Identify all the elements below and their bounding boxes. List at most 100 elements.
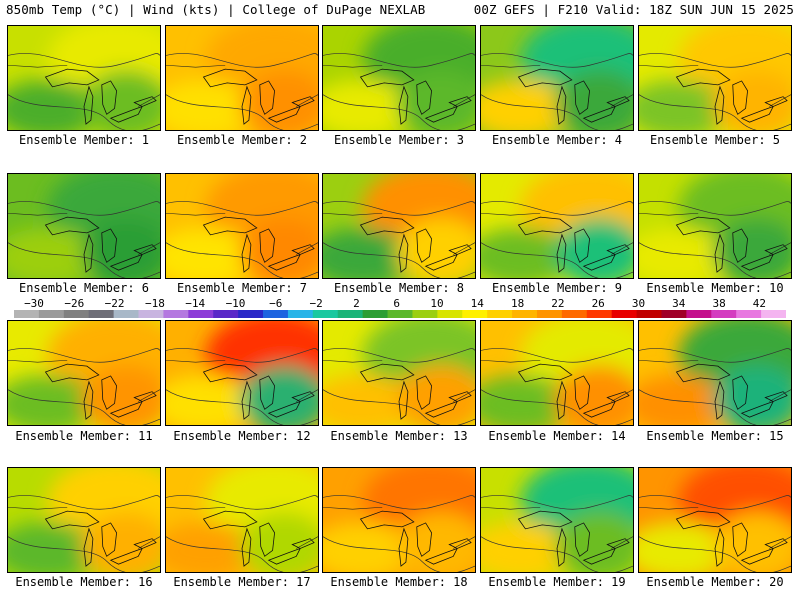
colorbar-segment xyxy=(711,310,737,318)
isohypse-line xyxy=(639,201,791,216)
isohypse-line xyxy=(166,495,318,510)
temperature-anomaly-region xyxy=(481,227,575,278)
colorbar-tick-label: 10 xyxy=(430,297,444,310)
isohypse-line xyxy=(639,242,791,278)
temperature-anomaly-region xyxy=(8,521,102,572)
ensemble-member-map xyxy=(7,320,161,426)
ensemble-member-label: Ensemble Member: 13 xyxy=(330,429,468,443)
great-lakes-outline xyxy=(359,68,472,125)
ensemble-member-label: Ensemble Member: 2 xyxy=(176,133,308,147)
great-lakes-outline xyxy=(517,216,630,273)
ensemble-member-map xyxy=(480,467,634,573)
ensemble-member-label: Ensemble Member: 1 xyxy=(18,133,150,147)
colorbar-tick-label: 38 xyxy=(712,297,726,310)
isohypse-line xyxy=(639,536,791,572)
colorbar-tick-label: 18 xyxy=(510,297,525,310)
colorbar-tick-label: −30 xyxy=(24,297,44,310)
ensemble-member-label: Ensemble Member: 12 xyxy=(173,429,311,443)
colorbar-segment xyxy=(188,310,214,318)
ensemble-member-map xyxy=(322,173,476,279)
colorbar-segment xyxy=(387,310,413,318)
colorbar-tick-label: −2 xyxy=(309,297,323,310)
ensemble-member-map xyxy=(7,25,161,131)
colorbar-tick-label: 30 xyxy=(631,297,646,310)
colorbar-segment xyxy=(412,310,438,318)
ensemble-member-label: Ensemble Member: 14 xyxy=(488,429,626,443)
great-lakes-outline xyxy=(202,363,315,420)
great-lakes-outline xyxy=(517,510,630,567)
colorbar-tick-label: −10 xyxy=(225,297,246,310)
isohypse-line xyxy=(323,53,475,68)
great-lakes-outline xyxy=(202,510,315,567)
isohypse-line xyxy=(166,201,318,216)
isohypse-line xyxy=(639,348,791,363)
isohypse-line xyxy=(323,94,475,130)
colorbar-segment xyxy=(512,310,538,318)
state-border-lines xyxy=(323,212,475,255)
temperature-anomaly-region xyxy=(323,374,417,425)
colorbar-segment xyxy=(213,310,239,318)
colorbar-segment xyxy=(113,310,139,318)
isohypse-line xyxy=(323,348,475,363)
colorbar-tick-label: −22 xyxy=(104,297,125,310)
isohypse-line xyxy=(323,201,475,216)
colorbar-tick-label: −26 xyxy=(64,297,85,310)
great-lakes-outline xyxy=(675,363,788,420)
temperature-anomaly-region xyxy=(166,374,260,425)
isohypse-line xyxy=(639,94,791,130)
isohypse-line xyxy=(8,53,160,68)
colorbar-segment xyxy=(88,310,115,318)
isohypse-line xyxy=(323,495,475,510)
ensemble-member-label: Ensemble Member: 11 xyxy=(15,429,153,443)
temperature-anomaly-region xyxy=(8,227,102,278)
state-border-lines xyxy=(166,506,318,549)
colorbar-segment xyxy=(761,310,786,318)
colorbar-segment xyxy=(686,310,712,318)
isohypse-line xyxy=(166,53,318,68)
great-lakes-outline xyxy=(675,510,788,567)
temperature-anomaly-region xyxy=(166,79,260,130)
ensemble-member-map xyxy=(165,173,319,279)
state-border-lines xyxy=(166,359,318,402)
isohypse-line xyxy=(481,242,633,278)
isohypse-line xyxy=(639,495,791,510)
colorbar-segment xyxy=(437,310,463,318)
state-border-lines xyxy=(166,64,318,107)
ensemble-member-map xyxy=(638,173,792,279)
colorbar-segment xyxy=(586,310,613,318)
ensemble-member-label: Ensemble Member: 4 xyxy=(491,133,623,147)
isohypse-line xyxy=(323,389,475,425)
temperature-anomaly-region xyxy=(481,521,575,572)
temperature-anomaly-region xyxy=(323,227,417,278)
temperature-anomaly-region xyxy=(639,521,733,572)
isohypse-line xyxy=(8,389,160,425)
colorbar-segment xyxy=(661,310,687,318)
ensemble-member-label: Ensemble Member: 20 xyxy=(646,575,784,589)
state-border-lines xyxy=(323,64,475,107)
temperature-anomaly-region xyxy=(166,227,260,278)
isohypse-line xyxy=(481,53,633,68)
state-border-lines xyxy=(323,506,475,549)
great-lakes-outline xyxy=(202,216,315,273)
great-lakes-outline xyxy=(44,68,157,125)
colorbar-segment xyxy=(337,310,364,318)
colorbar-tick-label: 6 xyxy=(393,297,400,310)
temperature-anomaly-region xyxy=(323,79,417,130)
ensemble-member-label: Ensemble Member: 17 xyxy=(173,575,311,589)
isohypse-line xyxy=(481,389,633,425)
ensemble-member-label: Ensemble Member: 9 xyxy=(491,281,623,295)
isohypse-line xyxy=(166,389,318,425)
temperature-colorbar xyxy=(14,310,786,318)
colorbar-segment xyxy=(63,310,90,318)
state-border-lines xyxy=(323,359,475,402)
colorbar-tick-label: 22 xyxy=(551,297,565,310)
colorbar-segment xyxy=(312,310,339,318)
colorbar-segment xyxy=(636,310,662,318)
isohypse-line xyxy=(481,348,633,363)
great-lakes-outline xyxy=(517,363,630,420)
isohypse-line xyxy=(166,242,318,278)
colorbar-segment xyxy=(736,310,762,318)
colorbar-tick-label: 2 xyxy=(353,297,360,310)
state-border-lines xyxy=(8,212,160,255)
ensemble-member-map xyxy=(7,467,161,573)
